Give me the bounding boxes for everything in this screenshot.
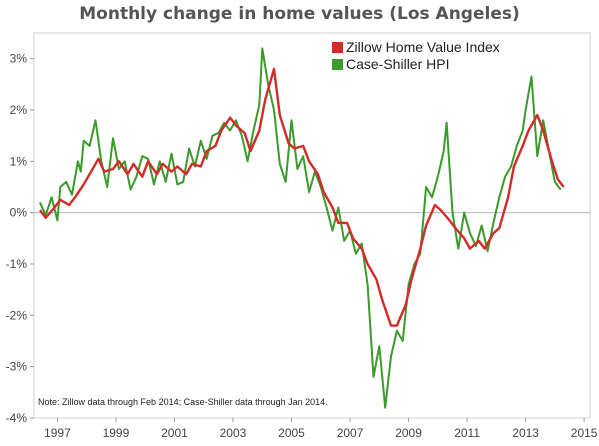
y-tick-label: 1% <box>10 154 28 168</box>
axes: 3% 2% 1% 0% -1% -2% -3% -4% 1997 1999 2001 2003 2005… <box>6 32 598 440</box>
y-tick-label: 2% <box>10 103 28 117</box>
y-tick-label: -4% <box>6 411 28 425</box>
y-tick-label: -2% <box>6 308 28 322</box>
x-tick-label: 1997 <box>44 426 71 440</box>
chart-title: Monthly change in home values (Los Angel… <box>79 4 520 24</box>
legend-swatch <box>332 59 343 70</box>
x-tick-label: 2001 <box>161 426 188 440</box>
legend-swatch <box>332 42 343 53</box>
series-line-zillow <box>38 67 565 327</box>
x-tick-label: 2013 <box>512 426 539 440</box>
legend-label: Case-Shiller HPI <box>346 56 449 72</box>
y-tick-label: -1% <box>6 257 28 271</box>
plot-frame <box>33 32 591 419</box>
x-tick-label: 2003 <box>220 426 247 440</box>
chart-note: Note: Zillow data through Feb 2014; Case… <box>38 397 328 407</box>
x-tick-label: 2005 <box>278 426 305 440</box>
x-tick-label: 2015 <box>571 426 598 440</box>
x-tick-label: 2011 <box>454 426 480 440</box>
series-line-case-shiller <box>38 47 562 409</box>
x-tick-label: 2007 <box>337 426 364 440</box>
x-tick-label: 2009 <box>395 426 422 440</box>
series-lines <box>38 47 565 409</box>
y-tick-label: -3% <box>6 360 28 374</box>
legend-label: Zillow Home Value Index <box>346 39 500 55</box>
y-tick-label: 3% <box>10 52 28 66</box>
x-tick-label: 1999 <box>103 426 130 440</box>
y-tick-label: 0% <box>10 206 28 220</box>
